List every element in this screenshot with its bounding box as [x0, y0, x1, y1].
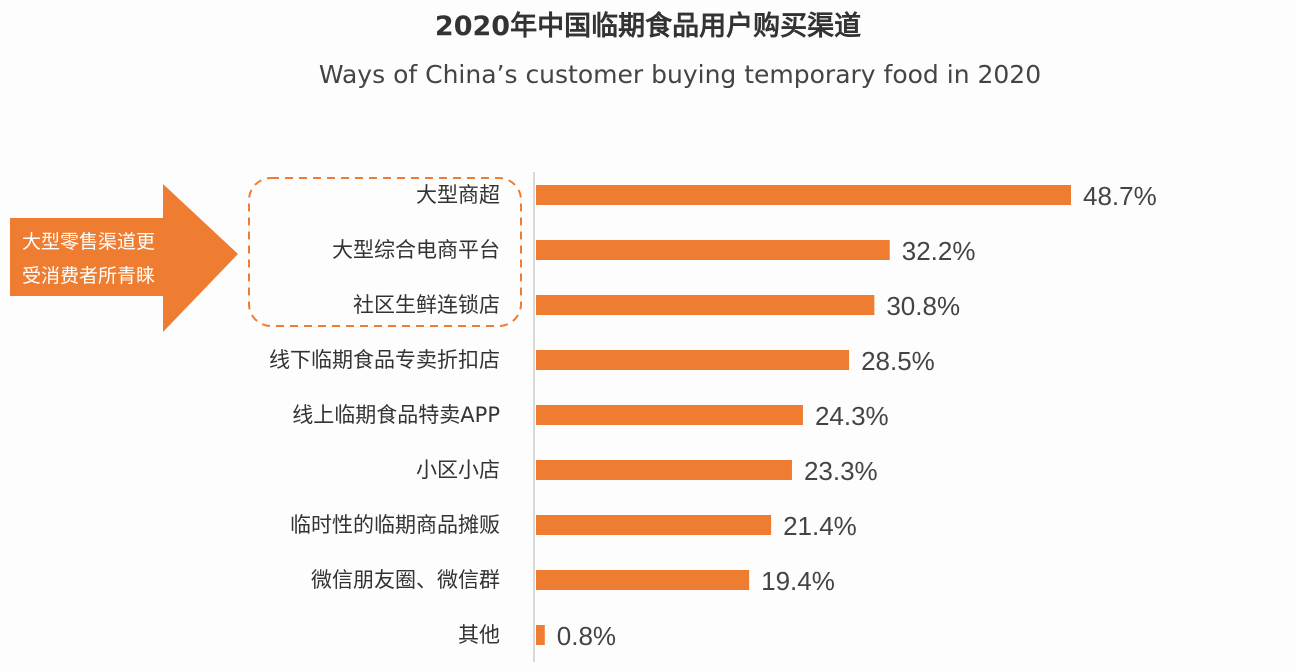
value-label: 21.4% — [783, 511, 857, 541]
chart-title: 2020年中国临期食品用户购买渠道 — [434, 11, 862, 42]
annotation-arrow — [10, 184, 238, 332]
annotation-line-1: 大型零售渠道更 — [22, 231, 155, 253]
bar — [536, 405, 803, 425]
value-label: 32.2% — [902, 236, 976, 266]
bar — [536, 185, 1071, 205]
category-label: 大型综合电商平台 — [332, 238, 500, 262]
chart-subtitle: Ways of China’s customer buying temporar… — [318, 60, 1042, 89]
category-label: 线下临期食品专卖折扣店 — [269, 348, 500, 372]
category-label: 线上临期食品特卖APP — [292, 403, 500, 427]
category-label: 社区生鲜连锁店 — [353, 293, 500, 317]
category-label: 临时性的临期商品摊贩 — [290, 513, 500, 537]
annotation-line-2: 受消费者所青睐 — [22, 265, 155, 287]
bar — [536, 625, 545, 645]
highlight-box — [248, 177, 522, 327]
bar — [536, 240, 890, 260]
value-label: 30.8% — [886, 291, 960, 321]
value-label: 19.4% — [761, 566, 835, 596]
category-label: 大型商超 — [416, 183, 500, 207]
bar — [536, 295, 875, 315]
value-label: 28.5% — [861, 346, 935, 376]
category-label: 其他 — [458, 623, 500, 647]
bar — [536, 570, 750, 590]
bar — [536, 350, 850, 370]
bar — [536, 515, 772, 535]
value-label: 0.8% — [557, 621, 616, 651]
bar — [536, 460, 792, 480]
value-label: 23.3% — [804, 456, 878, 486]
category-label: 微信朋友圈、微信群 — [311, 568, 500, 592]
value-label: 48.7% — [1083, 181, 1157, 211]
value-label: 24.3% — [815, 401, 889, 431]
category-label: 小区小店 — [416, 458, 500, 482]
